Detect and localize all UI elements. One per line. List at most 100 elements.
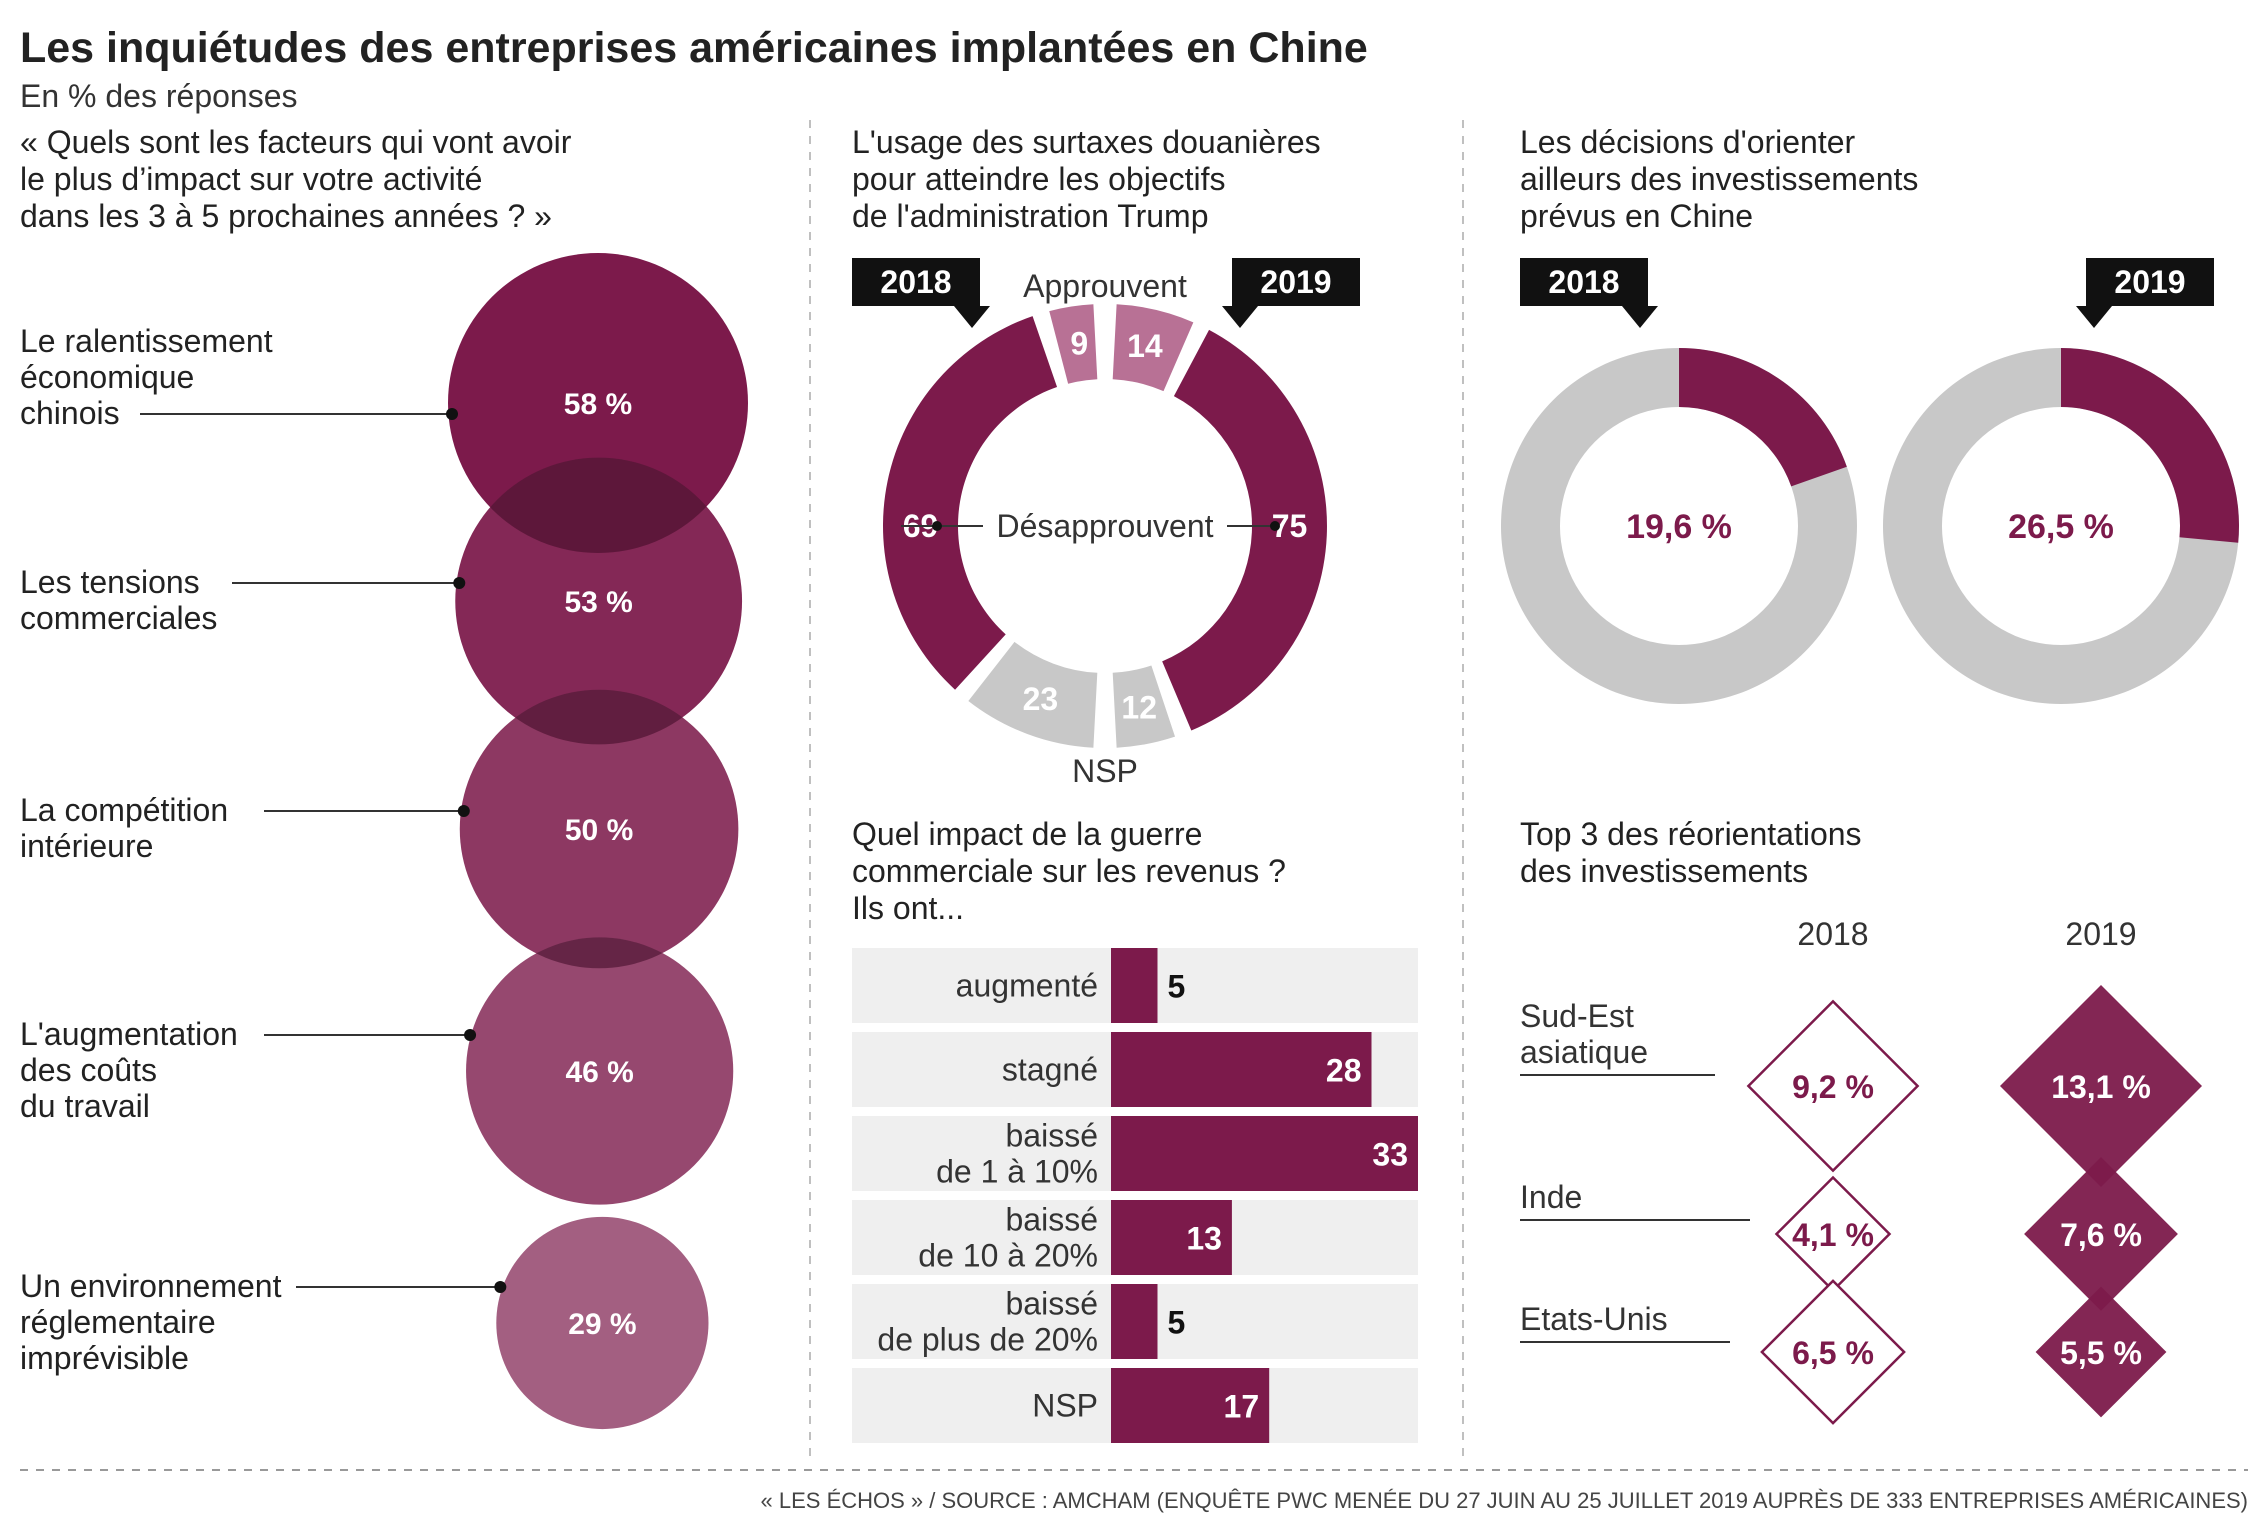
year-badge-label: 2019 (1260, 264, 1331, 300)
year-badge-pointer (1222, 306, 1258, 328)
bar (1111, 1116, 1418, 1191)
bar-category-label: de 10 à 20% (918, 1238, 1098, 1274)
bar-category-label: de 1 à 10% (936, 1154, 1098, 1190)
bubble-category-label: Le ralentissement (20, 323, 273, 359)
donut-value-arc (2061, 348, 2239, 543)
bubble-category-label: du travail (20, 1088, 150, 1124)
leader-dot (453, 577, 466, 589)
bubble (448, 253, 748, 553)
donut-value-label: 26,5 % (2008, 508, 2114, 546)
diamond-marker (1746, 999, 1920, 1173)
year-badge (2086, 258, 2214, 306)
diamond-value-label: 5,5 % (2060, 1335, 2142, 1371)
column-year-label: 2018 (1797, 916, 1868, 952)
bubble-category-label: des coûts (20, 1052, 157, 1088)
donut-segment-disapprove (1162, 329, 1327, 731)
leader-dot (1270, 521, 1280, 531)
year-badge-pointer (2076, 306, 2112, 328)
chart-title: Les inquiétudes des entreprises américai… (20, 24, 1368, 72)
leader-dot (446, 408, 458, 420)
bar-category-label: de plus de 20% (877, 1322, 1098, 1358)
bubble (496, 1216, 709, 1430)
bubble-value-label: 53 % (564, 586, 632, 619)
panel-title-line: « Quels sont les facteurs qui vont avoir (20, 124, 572, 160)
donut-value-label: 9 (1070, 325, 1088, 361)
donut-value-arc (1679, 348, 1847, 487)
panel-title-line: Ils ont... (852, 890, 964, 926)
year-badge-label: 2018 (1548, 264, 1619, 300)
panel-title-line: L'usage des surtaxes douanières (852, 124, 1321, 160)
bar-category-label: stagné (1002, 1052, 1098, 1088)
panel-title-line: pour atteindre les objectifs (852, 161, 1226, 197)
bar-value-label: 17 (1224, 1389, 1260, 1425)
bar (1111, 1284, 1158, 1359)
bar (1111, 1368, 1270, 1443)
bubble-category-label: La compétition (20, 792, 228, 828)
column-year-label: 2019 (2065, 916, 2136, 952)
year-badge (852, 258, 980, 306)
leader-dot (932, 521, 942, 531)
year-badge-label: 2019 (2114, 264, 2185, 300)
bubble (466, 937, 734, 1205)
bubble-category-label: commerciales (20, 600, 217, 636)
panel-title-line: prévus en Chine (1520, 198, 1753, 234)
year-badge (1232, 258, 1360, 306)
bubble-category-label: chinois (20, 395, 120, 431)
bubble-overlap (455, 457, 743, 553)
bubble-value-label: 58 % (564, 388, 632, 421)
panel-title-line: Les décisions d'orienter (1520, 124, 1856, 160)
diamond-category-label: Inde (1520, 1179, 1582, 1215)
panel-title-line: des investissements (1520, 853, 1808, 889)
year-badge-label: 2018 (880, 264, 951, 300)
diamond-marker (2035, 1286, 2167, 1418)
donut-value-label: 12 (1121, 689, 1157, 725)
diamond-value-label: 6,5 % (1792, 1335, 1874, 1371)
bar-category-label: augmenté (956, 968, 1098, 1004)
diamond-category-label: Sud-Est (1520, 998, 1634, 1034)
leader-dot (494, 1281, 507, 1293)
donut-disapprove-label: Désapprouvent (996, 508, 1213, 544)
donut-value-label: 19,6 % (1626, 508, 1732, 546)
chart-subtitle: En % des réponses (20, 78, 298, 114)
bubble-value-label: 50 % (565, 814, 633, 847)
bar-value-label: 33 (1372, 1137, 1408, 1173)
bar (1111, 1200, 1232, 1275)
diamond-marker (2024, 1157, 2178, 1311)
bubble-category-label: intérieure (20, 828, 153, 864)
bar-category-label: baissé (1006, 1202, 1099, 1238)
panel-title-line: Top 3 des réorientations (1520, 816, 1862, 852)
year-badge (1520, 258, 1648, 306)
donut-value-label: 14 (1127, 328, 1163, 364)
bar-value-label: 28 (1326, 1053, 1362, 1089)
leader-dot (464, 1029, 477, 1041)
bar (1111, 948, 1158, 1023)
panel-title-line: dans les 3 à 5 prochaines années ? » (20, 198, 552, 234)
panel-title-line: commerciale sur les revenus ? (852, 853, 1286, 889)
bubble-category-label: imprévisible (20, 1340, 189, 1376)
panel-title-line: de l'administration Trump (852, 198, 1208, 234)
bubble-category-label: économique (20, 359, 194, 395)
year-badge-pointer (954, 306, 990, 328)
diamond-marker (2000, 985, 2202, 1187)
bubble-value-label: 29 % (568, 1308, 636, 1341)
panel-title-line: le plus d’impact sur votre activité (20, 161, 482, 197)
leader-dot (457, 805, 470, 817)
year-badge-pointer (1622, 306, 1658, 328)
donut-segment-nsp (1112, 665, 1176, 748)
diamond-value-label: 9,2 % (1792, 1069, 1874, 1105)
bar-value-label: 5 (1168, 1305, 1186, 1341)
source-note: « LES ÉCHOS » / SOURCE : AMCHAM (ENQUÊTE… (761, 1488, 2248, 1513)
bubble (459, 689, 739, 969)
donut-segment-nsp (968, 641, 1098, 748)
donut-segment-approve (1049, 304, 1098, 384)
panel-title-line: Quel impact de la guerre (852, 816, 1202, 852)
bar-category-label: baissé (1006, 1118, 1099, 1154)
diamond-marker (1760, 1279, 1906, 1425)
donut-value-label: 23 (1023, 681, 1059, 717)
bar-category-label: baissé (1006, 1286, 1099, 1322)
